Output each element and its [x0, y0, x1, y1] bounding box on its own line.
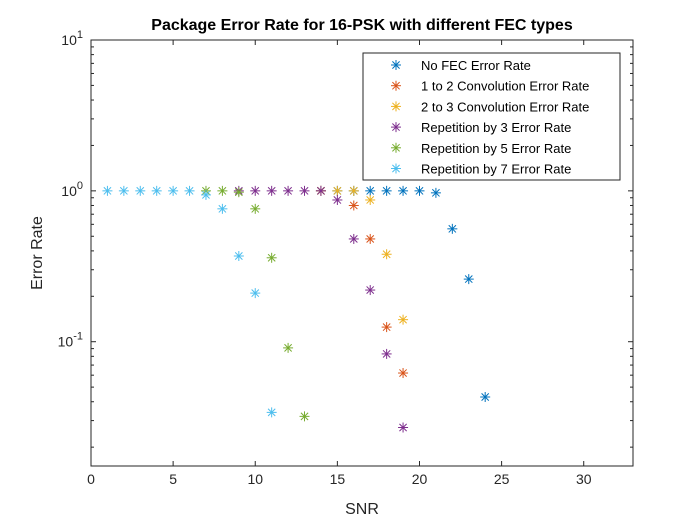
data-point [447, 223, 458, 234]
data-point [151, 185, 162, 196]
data-point [233, 187, 244, 198]
data-point [299, 411, 310, 422]
legend: No FEC Error Rate 1 to 2 Convolution Erro… [362, 52, 621, 181]
data-point [102, 185, 113, 196]
data-point [381, 249, 392, 260]
data-point [463, 274, 474, 285]
x-tick-label: 20 [412, 471, 428, 487]
data-point [414, 185, 425, 196]
legend-marker [391, 80, 401, 91]
data-point [168, 185, 179, 196]
data-point [118, 185, 129, 196]
data-point [250, 185, 261, 196]
chart-title: Package Error Rate for 16-PSK with diffe… [151, 17, 573, 34]
data-point [332, 194, 343, 205]
legend-label: Repetition by 5 Error Rate [421, 141, 571, 156]
y-tick-label: 101 [61, 29, 83, 48]
x-axis-label: SNR [345, 501, 379, 518]
x-tick-label: 0 [87, 471, 95, 487]
legend-box [362, 52, 621, 181]
y-tick-label: 100 [61, 180, 83, 199]
data-point [365, 285, 376, 296]
y-axis-label: Error Rate [29, 216, 46, 290]
legend-marker [391, 163, 401, 174]
legend-label: 2 to 3 Convolution Error Rate [421, 99, 589, 114]
legend-label: Repetition by 3 Error Rate [421, 120, 571, 135]
data-point [365, 233, 376, 244]
data-point [250, 288, 261, 299]
legend-label: 1 to 2 Convolution Error Rate [421, 79, 589, 94]
data-point [398, 422, 409, 433]
ticks: 0 5 10 15 20 25 30 10-1 100 101 [58, 29, 633, 487]
legend-marker [391, 101, 401, 112]
data-point [365, 185, 376, 196]
data-point [217, 203, 228, 214]
y-tick-label: 10-1 [58, 331, 83, 350]
data-point [299, 185, 310, 196]
data-point [266, 252, 277, 263]
data-point [398, 185, 409, 196]
x-tick-label: 30 [576, 471, 592, 487]
data-points [102, 185, 491, 433]
data-point [315, 185, 326, 196]
data-point [398, 314, 409, 325]
data-point [348, 233, 359, 244]
data-point [381, 185, 392, 196]
legend-marker [391, 60, 401, 70]
data-point [430, 187, 441, 198]
data-point [480, 392, 491, 403]
data-point [283, 185, 294, 196]
data-point [200, 189, 211, 200]
data-point [283, 342, 294, 353]
x-tick-label: 25 [494, 471, 510, 487]
data-point [217, 185, 228, 196]
data-point [348, 200, 359, 211]
legend-label: No FEC Error Rate [421, 58, 531, 73]
axes-box [90, 39, 634, 467]
data-point [233, 250, 244, 261]
data-point [398, 368, 409, 379]
x-tick-label: 15 [330, 471, 346, 487]
data-point [381, 348, 392, 359]
data-point [266, 407, 277, 418]
legend-marker [391, 122, 401, 133]
data-point [332, 185, 343, 196]
data-point [365, 194, 376, 205]
x-tick-label: 5 [169, 471, 177, 487]
data-point [266, 185, 277, 196]
data-point [250, 203, 261, 214]
data-point [381, 322, 392, 333]
data-point [135, 185, 146, 196]
legend-label: Repetition by 7 Error Rate [421, 162, 571, 177]
data-point [184, 185, 195, 196]
x-tick-label: 10 [247, 471, 263, 487]
data-point [348, 185, 359, 196]
legend-marker [391, 142, 401, 153]
